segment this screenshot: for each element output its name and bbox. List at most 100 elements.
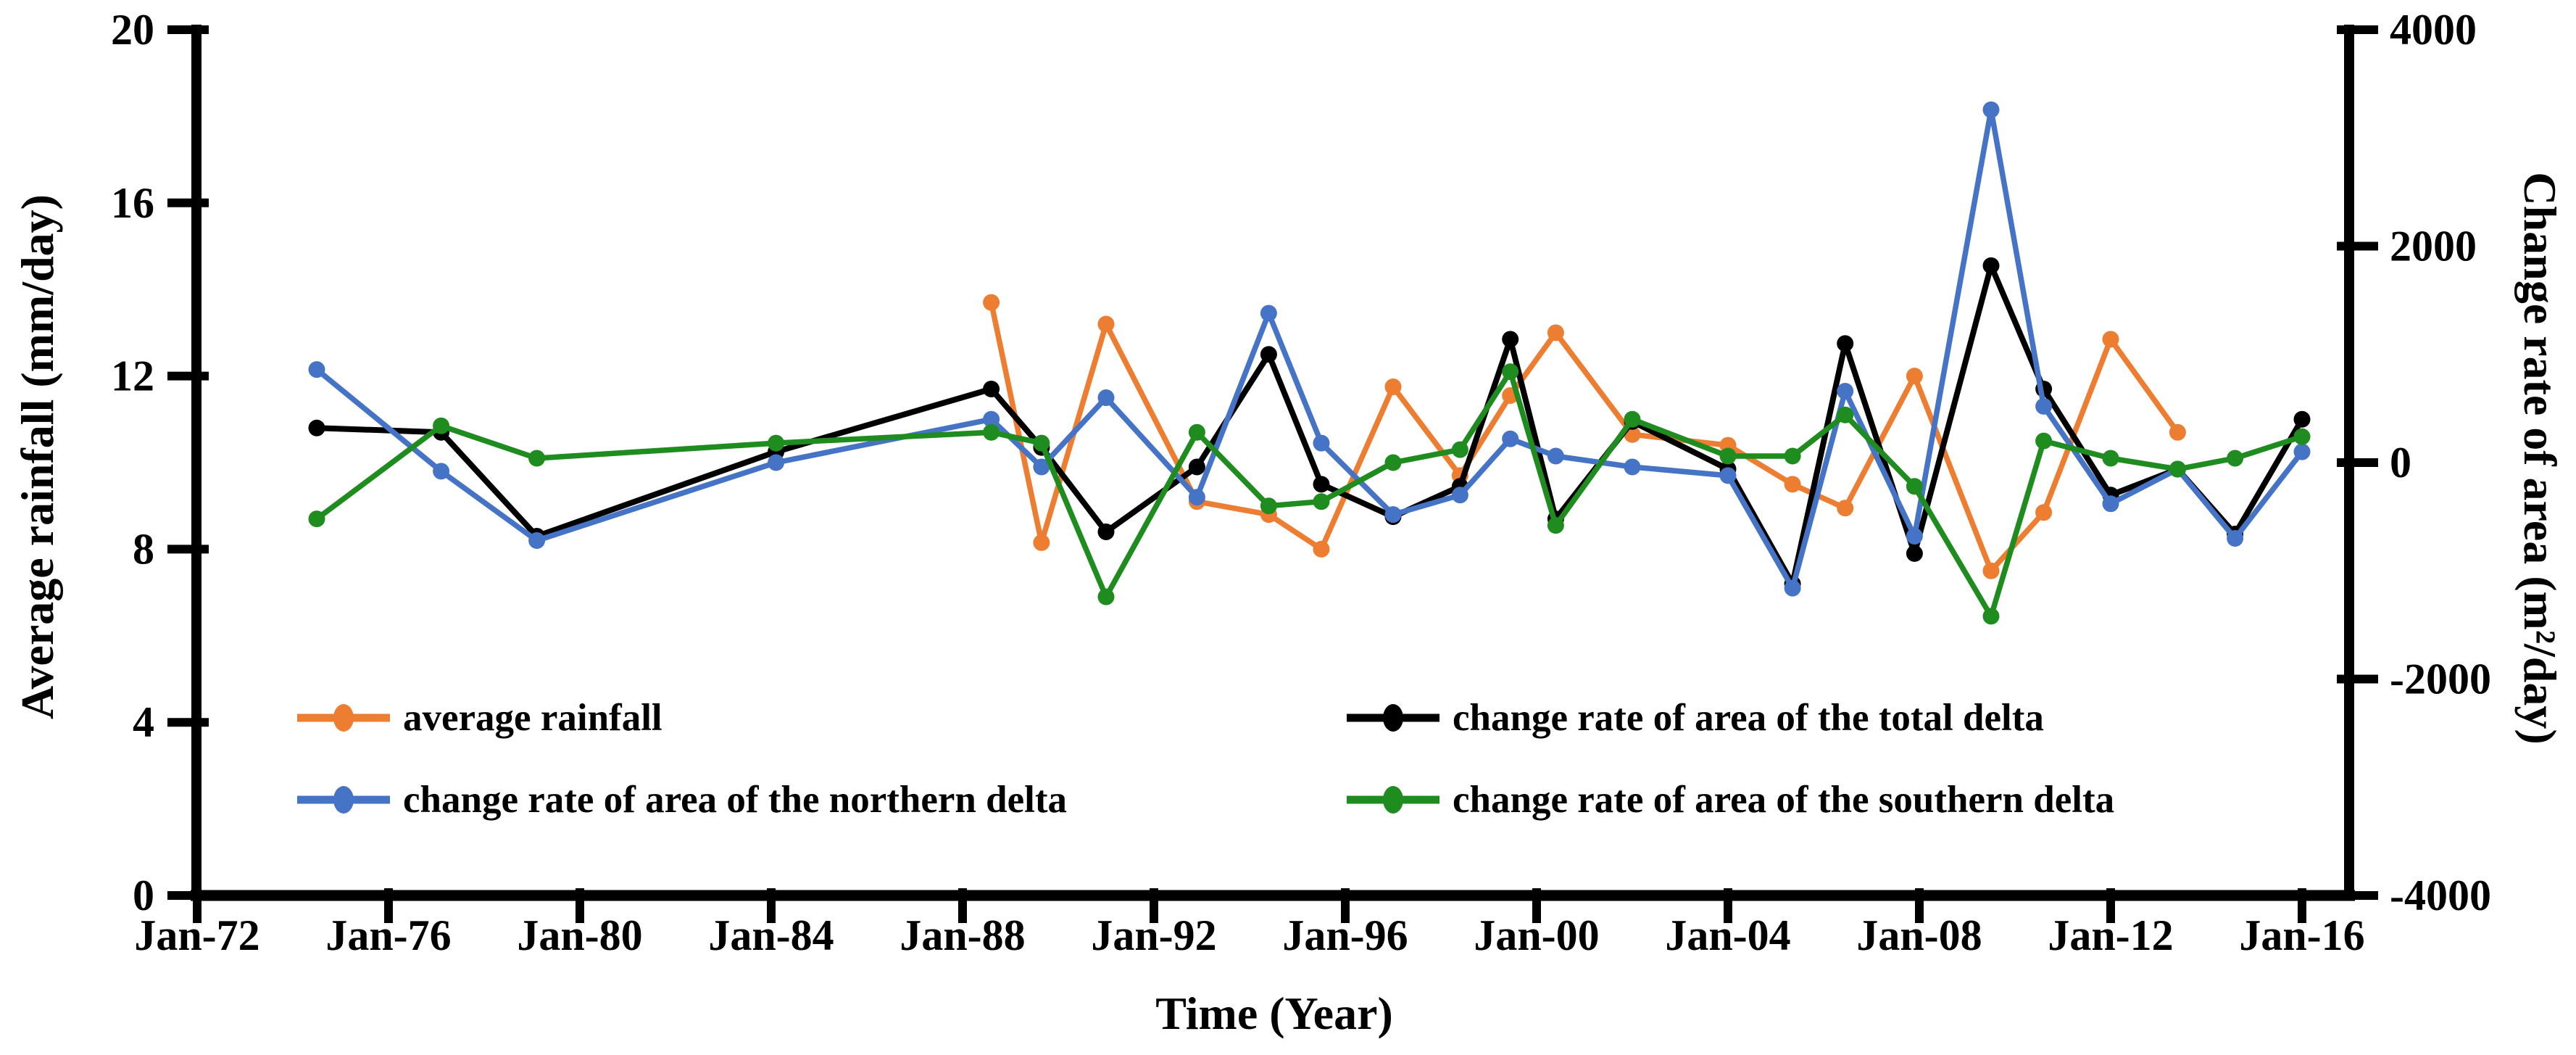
- bottom-axis-tick-label: Jan-80: [517, 911, 642, 959]
- series-marker-total-delta: [1837, 335, 1854, 352]
- series-marker-average-rainfall: [2169, 423, 2186, 441]
- series-marker-northern-delta: [1260, 305, 1277, 322]
- legend-item-average-rainfall: average rainfall: [296, 697, 662, 739]
- legend-label-average-rainfall: average rainfall: [403, 697, 662, 739]
- series-marker-southern-delta: [1188, 423, 1205, 441]
- series-marker-southern-delta: [1384, 454, 1402, 471]
- series-marker-northern-delta: [308, 361, 325, 378]
- series-marker-northern-delta: [2102, 495, 2119, 513]
- series-marker-southern-delta: [433, 417, 450, 434]
- bottom-axis-tick-label: Jan-76: [325, 911, 451, 959]
- bottom-axis-tick-label: Jan-00: [1474, 911, 1599, 959]
- series-marker-northern-delta: [1313, 434, 1330, 452]
- series-marker-total-delta: [1260, 346, 1277, 363]
- bottom-axis-tick-label: Jan-92: [1091, 911, 1216, 959]
- series-marker-average-rainfall: [983, 294, 1000, 311]
- series-marker-average-rainfall: [1033, 534, 1050, 551]
- series-line-total-delta: [314, 262, 2305, 587]
- series-line-northern-delta: [314, 107, 2305, 591]
- series-marker-southern-delta: [1451, 441, 1468, 458]
- series-marker-southern-delta: [1624, 410, 1641, 428]
- series-marker-average-rainfall: [1837, 500, 1854, 517]
- series-marker-northern-delta: [1547, 447, 1564, 465]
- series-marker-average-rainfall: [1384, 378, 1402, 395]
- legend-item-total-delta: change rate of area of the total delta: [1345, 697, 2044, 739]
- bottom-axis-tick-label: Jan-12: [2048, 911, 2173, 959]
- legend-swatch-total-delta: [1347, 704, 1439, 732]
- series-marker-northern-delta: [1097, 389, 1115, 406]
- series-marker-southern-delta: [1313, 493, 1330, 510]
- left-axis-tick-label: 20: [111, 6, 154, 54]
- right-axis-tick-label: -4000: [2390, 872, 2491, 919]
- series-marker-southern-delta: [2169, 460, 2186, 478]
- series-marker-northern-delta: [1719, 467, 1737, 484]
- series-marker-average-rainfall: [1906, 368, 1923, 385]
- right-axis-tick-label: -2000: [2390, 655, 2491, 703]
- series-marker-total-delta: [1906, 545, 1923, 562]
- series-marker-average-rainfall: [1784, 476, 1801, 493]
- bottom-axis-title: Time (Year): [1155, 988, 1393, 1039]
- series-marker-southern-delta: [528, 450, 546, 467]
- legend-swatch-northern-delta: [297, 786, 390, 814]
- series-marker-total-delta: [1313, 476, 1330, 493]
- series-marker-northern-delta: [2293, 443, 2311, 460]
- series-marker-total-delta: [983, 381, 1000, 397]
- legend-item-northern-delta: change rate of area of the northern delt…: [296, 779, 1068, 821]
- series-marker-northern-delta: [1033, 458, 1050, 476]
- series-marker-total-delta: [308, 419, 325, 437]
- left-axis-tick-label: 12: [111, 352, 154, 400]
- bottom-axis-tick-label: Jan-72: [134, 911, 259, 959]
- series-marker-average-rainfall: [1097, 315, 1115, 333]
- legend-swatch-southern-delta: [1347, 786, 1439, 814]
- series-marker-total-delta: [1502, 331, 1519, 348]
- series-marker-southern-delta: [1719, 447, 1737, 465]
- bottom-axis-tick-label: Jan-84: [708, 911, 834, 959]
- series-marker-total-delta: [1097, 524, 1115, 540]
- bottom-axis-tick-label: Jan-88: [899, 911, 1025, 959]
- series-marker-northern-delta: [1982, 101, 2000, 118]
- series-marker-northern-delta: [1451, 487, 1468, 504]
- series-marker-northern-delta: [1784, 579, 1801, 597]
- series-marker-average-rainfall: [2102, 331, 2119, 348]
- series-marker-average-rainfall: [1313, 540, 1330, 558]
- legend-label-northern-delta: change rate of area of the northern delt…: [403, 779, 1068, 821]
- series-marker-average-rainfall: [1982, 562, 2000, 579]
- series-marker-total-delta: [1188, 458, 1205, 476]
- bottom-axis-tick-label: Jan-16: [2239, 911, 2364, 959]
- legend-item-southern-delta: change rate of area of the southern delt…: [1345, 781, 2114, 819]
- legend-label-total-delta: change rate of area of the total delta: [1453, 697, 2044, 739]
- series-marker-northern-delta: [1906, 528, 1923, 545]
- series-marker-southern-delta: [2227, 450, 2244, 467]
- series-marker-total-delta: [2293, 410, 2311, 428]
- series-marker-northern-delta: [528, 532, 546, 549]
- left-axis-tick-label: 16: [111, 179, 154, 227]
- series-marker-average-rainfall: [2035, 504, 2053, 521]
- left-axis-tick-label: 0: [133, 872, 154, 919]
- left-axis-tick-label: 4: [133, 698, 154, 746]
- series-marker-southern-delta: [308, 510, 325, 528]
- series-marker-northern-delta: [2227, 530, 2244, 547]
- series-marker-southern-delta: [2293, 428, 2311, 445]
- series-marker-southern-delta: [1982, 608, 2000, 625]
- series-marker-northern-delta: [2035, 397, 2053, 415]
- series-marker-northern-delta: [768, 454, 785, 471]
- series-marker-southern-delta: [1097, 588, 1115, 605]
- series-marker-average-rainfall: [1547, 324, 1564, 342]
- series-line-average-rainfall: [988, 299, 2181, 574]
- series-marker-southern-delta: [1837, 406, 1854, 423]
- series-marker-southern-delta: [1906, 478, 1923, 495]
- series-marker-southern-delta: [768, 434, 785, 452]
- series-marker-southern-delta: [2035, 432, 2053, 450]
- series-marker-southern-delta: [983, 423, 1000, 441]
- series-marker-southern-delta: [1260, 497, 1277, 515]
- series-marker-northern-delta: [983, 410, 1000, 428]
- series-marker-southern-delta: [1784, 447, 1801, 465]
- series-marker-northern-delta: [1837, 383, 1854, 400]
- bottom-axis-tick-label: Jan-08: [1856, 911, 1982, 959]
- left-axis-tick-label: 8: [133, 525, 154, 573]
- series-marker-southern-delta: [1033, 434, 1050, 452]
- bottom-axis-tick-label: Jan-04: [1665, 911, 1790, 959]
- series-marker-total-delta: [1982, 257, 2000, 274]
